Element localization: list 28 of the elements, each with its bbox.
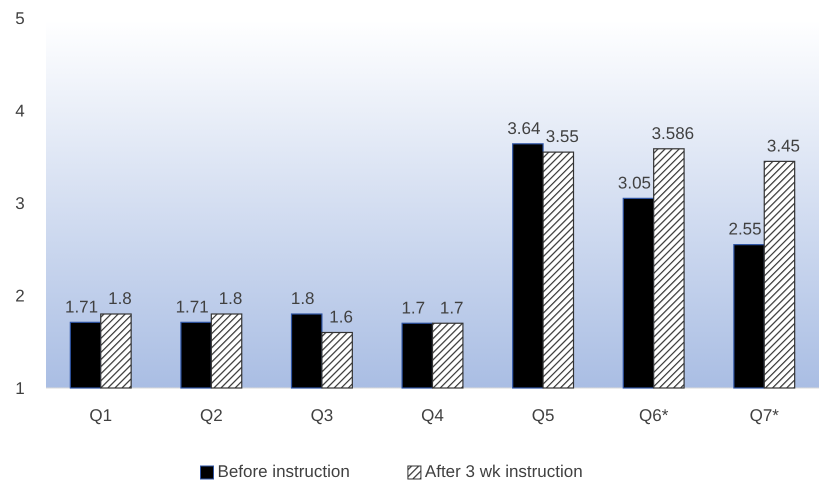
x-tick-label: Q7* bbox=[750, 406, 780, 425]
x-tick-label: Q6* bbox=[639, 406, 669, 425]
data-label: 1.6 bbox=[329, 308, 353, 326]
data-label: 3.45 bbox=[766, 136, 800, 156]
data-label: 3.05 bbox=[618, 173, 652, 192]
x-tick-label: Q5 bbox=[532, 406, 554, 425]
data-label: 1.8 bbox=[218, 289, 242, 308]
legend-label: Before instruction bbox=[218, 462, 350, 481]
x-tick-label: Q1 bbox=[89, 406, 112, 425]
legend-label: After 3 wk instruction bbox=[424, 462, 583, 481]
data-label: 3.55 bbox=[546, 127, 579, 146]
data-label: 1.7 bbox=[401, 298, 426, 318]
data-label: 1.71 bbox=[176, 297, 209, 316]
x-tick-label: Q4 bbox=[421, 406, 444, 425]
data-label: 1.71 bbox=[64, 297, 98, 316]
y-tick-label: 5 bbox=[15, 8, 25, 28]
data-label: 2.55 bbox=[728, 220, 762, 239]
y-tick-label: 1 bbox=[15, 378, 25, 398]
data-label: 1.8 bbox=[290, 289, 315, 308]
data-label: 3.64 bbox=[507, 118, 540, 138]
y-tick-label: 3 bbox=[15, 194, 25, 213]
data-label: 1.8 bbox=[108, 289, 132, 308]
y-tick-label: 2 bbox=[15, 286, 25, 306]
y-tick-label: 4 bbox=[15, 101, 25, 120]
data-label: 1.7 bbox=[440, 298, 464, 318]
x-tick-label: Q3 bbox=[310, 406, 334, 425]
x-tick-label: Q2 bbox=[200, 406, 223, 425]
data-label: 3.586 bbox=[652, 124, 694, 143]
